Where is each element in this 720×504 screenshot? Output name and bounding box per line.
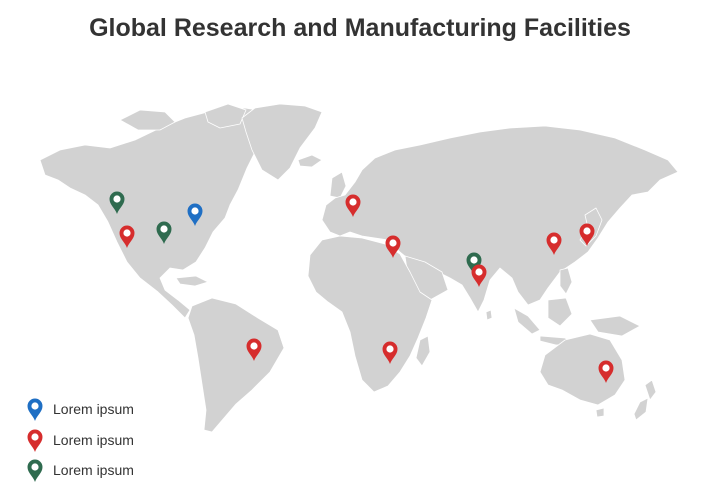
- legend-label: Lorem ipsum: [53, 462, 134, 479]
- marker-western-europe[interactable]: [345, 194, 361, 218]
- tasmania: [595, 407, 605, 418]
- blue-pin-icon: [27, 398, 43, 422]
- north-america-landmass: [39, 107, 283, 319]
- marker-southern-africa[interactable]: [382, 341, 398, 365]
- legend-label: Lorem ipsum: [53, 431, 134, 448]
- sumatra: [513, 307, 541, 335]
- legend-item-red: Lorem ipsum: [26, 425, 134, 456]
- sri-lanka: [485, 309, 493, 321]
- new-guinea: [589, 315, 641, 337]
- land-masses: [39, 103, 679, 433]
- new-zealand: [644, 379, 657, 401]
- map-markers: [109, 191, 614, 384]
- marker-great-lakes[interactable]: [187, 203, 203, 227]
- legend-item-blue: Lorem ipsum: [26, 394, 134, 425]
- borneo: [547, 297, 573, 327]
- philippines: [559, 267, 573, 295]
- arctic-islands: [119, 109, 176, 131]
- marker-brazil[interactable]: [246, 338, 262, 362]
- red-pin-icon: [27, 429, 43, 452]
- legend-item-green: Lorem ipsum: [26, 455, 134, 486]
- australia-landmass: [539, 333, 626, 406]
- legend: Lorem ipsum Lorem ipsum Lorem ipsum: [26, 394, 134, 486]
- madagascar: [415, 335, 431, 367]
- new-zealand-south: [633, 397, 649, 421]
- british-isles: [329, 171, 347, 199]
- marker-central-india[interactable]: [471, 264, 487, 288]
- greenland-landmass: [241, 103, 323, 181]
- marker-eastern-australia[interactable]: [598, 360, 614, 384]
- map-title: Global Research and Manufacturing Facili…: [89, 14, 631, 42]
- marker-egypt[interactable]: [385, 235, 401, 259]
- iceland: [297, 154, 323, 168]
- marker-california[interactable]: [119, 225, 135, 249]
- marker-western-canada[interactable]: [109, 191, 125, 215]
- africa-landmass: [307, 235, 433, 393]
- marker-japan[interactable]: [579, 223, 595, 247]
- green-pin-icon: [27, 459, 43, 483]
- caribbean-islands: [175, 275, 209, 287]
- marker-central-usa[interactable]: [156, 221, 172, 245]
- legend-label: Lorem ipsum: [53, 401, 134, 418]
- baffin-island: [204, 103, 247, 129]
- marker-north-india[interactable]: [466, 252, 482, 276]
- marker-china[interactable]: [546, 232, 562, 256]
- south-america-landmass: [187, 297, 285, 433]
